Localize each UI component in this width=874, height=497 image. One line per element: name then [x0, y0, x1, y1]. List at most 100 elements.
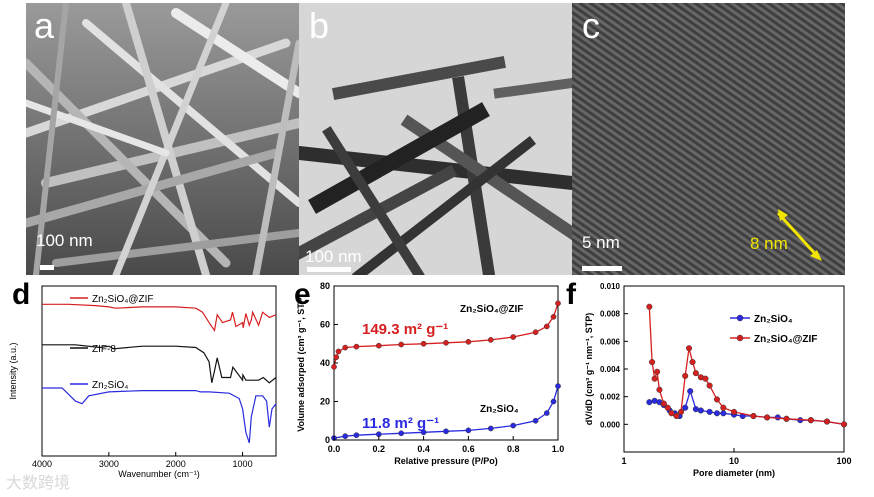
series-point-1-16 — [706, 382, 713, 389]
series-point-0-12 — [713, 410, 721, 417]
series-line-0 — [649, 388, 845, 425]
panel-label-b: b — [309, 5, 330, 46]
y-tick-label-0: 0 — [325, 435, 330, 445]
series-point-1-11 — [685, 345, 693, 352]
series-point-1-19 — [730, 408, 738, 415]
y-axis-label: Volume adsorped (cm³ g⁻¹, STP) — [296, 294, 306, 432]
series-label-1: Zn₂SiO₄ — [480, 404, 519, 415]
x-tick-label-0: 1 — [621, 456, 626, 466]
x-tick-label-5: 1.0 — [552, 444, 565, 454]
series-point-0-1 — [333, 354, 340, 361]
ftir-chart: Zn₂SiO₄@ZIF ZIF-8 Zn₂SiO₄ 4000 3000 2000 1000 W… — [8, 285, 277, 479]
scale-label-b: 100 nm — [305, 247, 362, 266]
scale-bar-b — [307, 267, 351, 272]
hrtem-lattice-illustration — [572, 3, 845, 275]
series-point-0-4 — [353, 343, 360, 350]
x-tick-label-1: 0.2 — [373, 444, 386, 454]
series-point-1-10 — [532, 417, 539, 424]
series-point-1-4 — [398, 430, 405, 437]
panel-label-d: d — [12, 278, 31, 311]
plot-frame — [41, 285, 277, 457]
legend-label-1: Zn₂SiO₄@ZIF — [754, 334, 817, 345]
series-point-1-7 — [668, 410, 675, 417]
y-tick-label-3: 60 — [320, 320, 330, 330]
y-tick-label-4: 0.008 — [600, 310, 621, 319]
series-point-0-9 — [465, 338, 472, 345]
series-point-0-5 — [375, 342, 382, 349]
legend-label-1: ZIF-8 — [92, 344, 116, 355]
series-point-1-12 — [550, 398, 557, 405]
series-point-0-0 — [646, 399, 653, 406]
legend-swatch-marker-0 — [736, 314, 744, 322]
series-point-0-13 — [543, 323, 550, 330]
panel-label-f: f — [566, 278, 576, 311]
panel-label-c: c — [582, 5, 600, 46]
scale-bar-a — [40, 265, 54, 270]
series-line-2 — [42, 387, 277, 444]
isotherm-chart: 0.0 0.2 0.4 0.6 0.8 1.0 0 20 40 60 80 Relative pres… — [296, 281, 565, 466]
series-point-0-12 — [532, 329, 539, 336]
y-tick-label-1: 0.002 — [600, 393, 621, 402]
series-point-1-11 — [543, 410, 550, 416]
series-point-0-0 — [331, 364, 337, 370]
y-tick-label-3: 0.006 — [600, 337, 621, 346]
legend-label-0: Zn₂SiO₄ — [754, 314, 793, 325]
series-point-1-2 — [353, 432, 360, 439]
y-tick-label-0: 0.000 — [600, 420, 621, 429]
tem-image-panel: b 100 nm — [299, 3, 572, 275]
series-point-1-7 — [465, 427, 472, 434]
series-point-1-5 — [660, 400, 667, 407]
series-point-1-6 — [664, 404, 671, 411]
legend-swatch-marker-1 — [736, 334, 744, 342]
x-tick-label-0: 0.0 — [328, 444, 341, 454]
series-point-1-8 — [673, 412, 680, 420]
series-point-0-11 — [510, 334, 517, 340]
lattice-spacing-label: 8 nm — [750, 234, 788, 253]
sem-image-panel: a 100 nm — [26, 3, 299, 275]
series-line-0 — [333, 303, 559, 368]
x-tick-label-1: 3000 — [99, 459, 119, 469]
sem-rods-illustration — [26, 3, 299, 275]
x-tick-label-0: 4000 — [32, 459, 52, 469]
x-tick-label-2: 0.4 — [417, 444, 430, 454]
y-tick-label-2: 0.004 — [600, 365, 621, 374]
series-point-0-13 — [720, 410, 727, 417]
series-point-0-15 — [555, 300, 561, 307]
series-point-0-7 — [682, 404, 689, 411]
series-point-0-3 — [342, 344, 349, 351]
x-axis-label: Relative pressure (P/Po) — [394, 456, 498, 466]
surface-area-annotation-1: 11.8 m² g⁻¹ — [362, 415, 439, 432]
series-point-1-25 — [840, 421, 848, 428]
series-point-1-24 — [823, 418, 831, 425]
series-point-1-18 — [720, 404, 727, 411]
pore-size-chart: 1 10 100 0.000 0.002 0.004 0.006 0.008 0.010 Pore… — [584, 282, 852, 478]
series-line-1 — [648, 306, 845, 425]
series-point-1-15 — [702, 375, 709, 382]
series-point-1-10 — [682, 372, 689, 379]
series-point-1-5 — [420, 429, 427, 436]
y-tick-label-1: 20 — [320, 397, 330, 407]
hrtem-image-panel: c 5 nm 8 nm — [572, 3, 845, 275]
x-tick-label-4: 0.8 — [507, 444, 520, 454]
y-axis-label: dV/dD (cm³ g⁻¹ nm⁻¹, STP) — [584, 313, 594, 426]
scale-label-a: 100 nm — [36, 231, 93, 250]
series-point-1-21 — [764, 414, 771, 421]
y-tick-label-2: 40 — [320, 358, 330, 368]
series-point-1-13 — [555, 383, 561, 389]
series-point-0-6 — [398, 341, 405, 348]
x-axis-label: Wavenumber (cm⁻¹) — [118, 469, 199, 479]
watermark: 大数跨境 — [6, 475, 71, 492]
x-tick-label-1: 10 — [729, 456, 739, 466]
surface-area-annotation-0: 149.3 m² g⁻¹ — [362, 321, 448, 338]
legend-label-2: Zn₂SiO₄ — [92, 380, 128, 391]
lattice-spacing-arrow — [776, 209, 822, 261]
series-point-1-17 — [713, 396, 721, 403]
series-point-1-22 — [783, 415, 790, 422]
tem-rods-illustration — [299, 3, 572, 275]
panel-label-e: e — [294, 278, 311, 311]
series-point-1-1 — [342, 433, 349, 439]
series-point-1-9 — [677, 408, 685, 415]
scale-label-c: 5 nm — [582, 233, 620, 252]
series-point-0-8 — [443, 339, 449, 346]
x-tick-label-2: 100 — [836, 456, 851, 466]
